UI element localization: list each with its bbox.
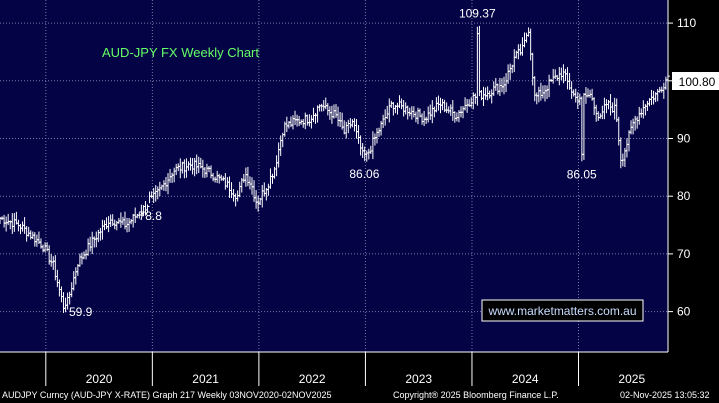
x-tick-label: 2024 xyxy=(512,372,539,386)
last-value-label: 100.80 xyxy=(672,72,719,90)
y-tick-label: 90 xyxy=(677,131,691,145)
footer-bar: AUDJPY Curncy (AUD-JPY X-RATE) Graph 217… xyxy=(0,387,719,403)
watermark-box: www.marketmatters.com.au xyxy=(481,299,644,322)
chart-title: AUD-JPY FX Weekly Chart xyxy=(102,45,259,60)
grid-lines xyxy=(0,0,668,352)
annotations: 59.9 78.8 86.06 109.37 86.05 xyxy=(69,7,597,319)
footer-security: AUDJPY Curncy (AUD-JPY X-RATE) Graph 217… xyxy=(2,390,332,400)
annotation-label: 78.8 xyxy=(139,209,163,223)
x-axis: 2020 2021 2022 2023 2024 2025 xyxy=(0,351,668,386)
x-tick-label: 2023 xyxy=(405,372,432,386)
price-bars xyxy=(0,25,670,313)
annotation-label: 86.05 xyxy=(567,167,597,181)
footer-copyright: Copyright® 2025 Bloomberg Finance L.P. xyxy=(393,390,559,400)
last-value-text: 100.80 xyxy=(679,75,716,89)
plot-area xyxy=(0,0,668,352)
watermark-text: www.marketmatters.com.au xyxy=(487,304,636,318)
y-tick-label: 80 xyxy=(677,189,691,203)
x-tick-label: 2020 xyxy=(86,372,113,386)
footer-timestamp: 02-Nov-2025 13:05:32 xyxy=(620,390,710,400)
x-tick-label: 2022 xyxy=(299,372,326,386)
annotation-label: 59.9 xyxy=(69,305,93,319)
y-tick-label: 110 xyxy=(677,16,696,30)
y-tick-label: 70 xyxy=(677,247,691,261)
x-tick-label: 2021 xyxy=(192,372,219,386)
annotation-label: 86.06 xyxy=(349,167,379,181)
annotation-label: 109.37 xyxy=(459,7,496,21)
y-tick-label: 60 xyxy=(677,305,691,319)
x-tick-label: 2025 xyxy=(618,372,645,386)
